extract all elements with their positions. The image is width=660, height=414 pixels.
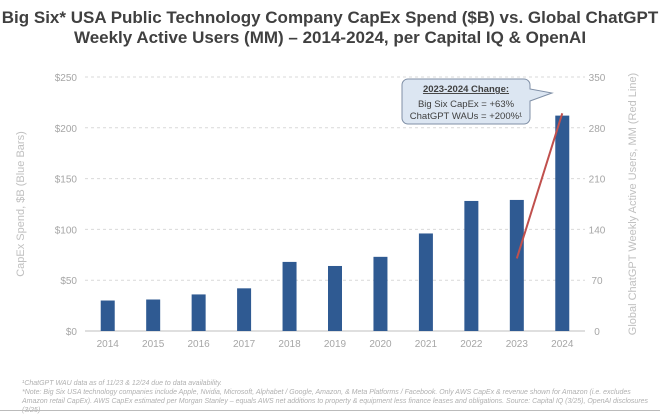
bar-2023 bbox=[509, 199, 524, 331]
bar-2018 bbox=[282, 261, 297, 331]
x-tick-label: 2024 bbox=[551, 339, 574, 350]
x-tick-label: 2022 bbox=[460, 339, 483, 350]
y2-tick-label: 0 bbox=[594, 327, 600, 338]
annotation-heading: 2023-2024 Change: bbox=[423, 84, 509, 95]
x-tick-label: 2020 bbox=[369, 339, 392, 350]
bar-2016 bbox=[191, 294, 206, 331]
y-tick-label: $200 bbox=[55, 124, 78, 135]
x-tick-label: 2015 bbox=[142, 339, 165, 350]
y-tick-label: $0 bbox=[66, 327, 78, 338]
y-tick-label: $50 bbox=[60, 276, 77, 287]
chatgpt-wau-line bbox=[515, 112, 564, 259]
y-tick-label: $150 bbox=[55, 175, 78, 186]
y2-tick-label: 210 bbox=[589, 175, 606, 186]
y2-tick-label: 280 bbox=[589, 124, 606, 135]
y-tick-label: $100 bbox=[55, 225, 78, 236]
bar-2021 bbox=[418, 233, 433, 331]
annotation-line-1: Big Six CapEx = +63% bbox=[418, 99, 515, 110]
y2-tick-label: 350 bbox=[589, 73, 606, 84]
bar-2020 bbox=[373, 256, 388, 331]
bar-2024 bbox=[555, 115, 570, 331]
annotation-line-2: ChatGPT WAUs = +200%¹ bbox=[410, 111, 522, 122]
x-tick-label: 2014 bbox=[97, 339, 120, 350]
y-axis-label: CapEx Spend, $B (Blue Bars) bbox=[15, 131, 27, 277]
divider bbox=[0, 410, 660, 411]
y2-tick-label: 140 bbox=[589, 225, 606, 236]
chart: $0 $50 $100 $150 $200 $250 0 70 140 210 280 350 2014… bbox=[15, 73, 639, 350]
y2-tick-label: 70 bbox=[591, 276, 603, 287]
bar-2015 bbox=[146, 299, 161, 331]
annotation-callout: 2023-2024 Change: Big Six CapEx = +63% C… bbox=[401, 78, 554, 125]
chart-title-line-2: Weekly Active Users (MM) – 2014-2024, pe… bbox=[73, 28, 587, 47]
bar-2019 bbox=[328, 265, 342, 331]
x-tick-label: 2018 bbox=[278, 339, 301, 350]
x-tick-label: 2019 bbox=[324, 339, 347, 350]
bar-2014 bbox=[100, 300, 115, 331]
x-tick-label: 2023 bbox=[506, 339, 529, 350]
bar-2017 bbox=[237, 288, 252, 331]
y-tick-label: $250 bbox=[55, 73, 78, 84]
y2-axis-label: Global ChatGPT Weekly Active Users, MM (… bbox=[627, 73, 639, 335]
footnote-1: ¹ChatGPT WAU data as of 11/23 & 12/24 du… bbox=[22, 380, 223, 387]
x-tick-label: 2021 bbox=[415, 339, 438, 350]
x-tick-label: 2016 bbox=[188, 339, 211, 350]
bar-2022 bbox=[464, 200, 479, 331]
chart-title-line-1: Big Six* USA Public Technology Company C… bbox=[1, 8, 659, 27]
x-tick-label: 2017 bbox=[233, 339, 256, 350]
